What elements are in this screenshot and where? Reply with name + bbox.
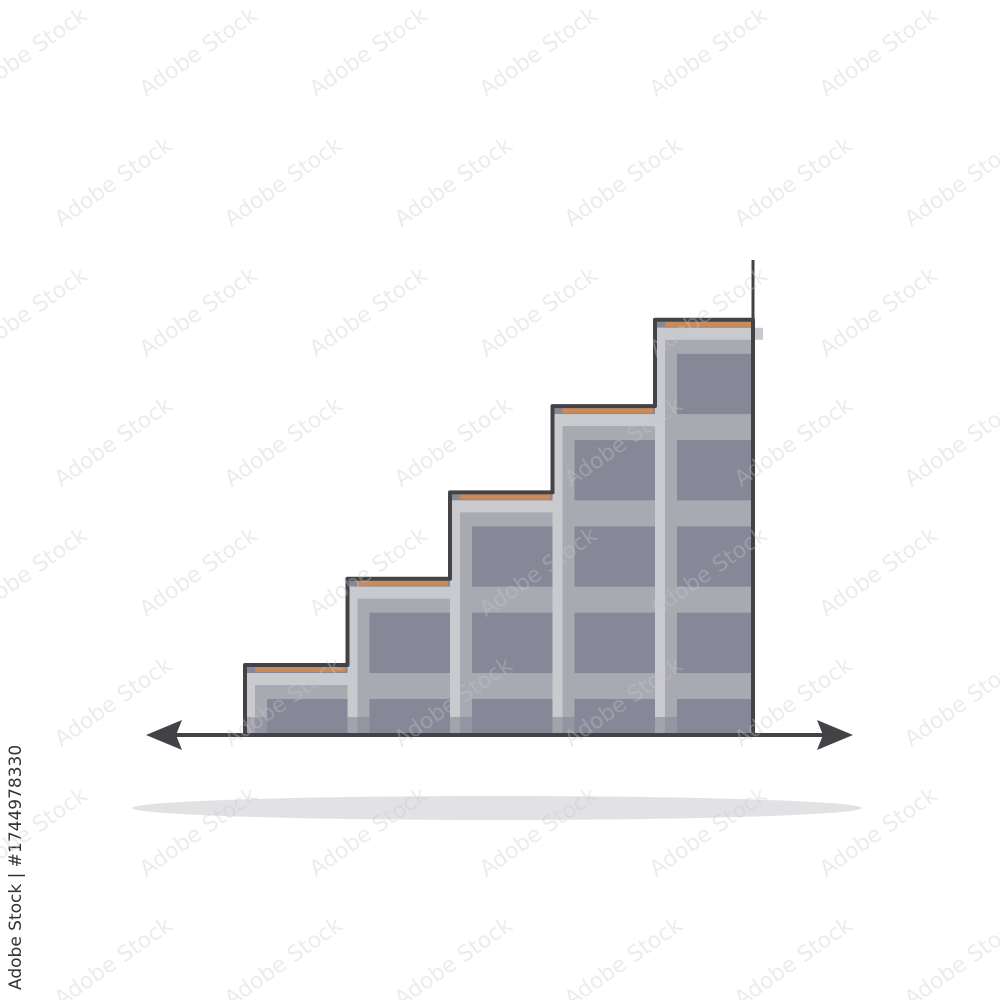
step-highlight [552,414,665,427]
arrow-left-icon [146,720,182,750]
step-side-highlight [245,673,255,735]
watermark-separator: | [6,872,26,879]
step-highlight [245,673,358,685]
watermark-brand: Adobe Stock [6,883,26,990]
step-side-highlight [552,414,563,735]
ground-shadow [132,796,862,820]
base-band [245,717,753,735]
step-highlight [347,586,460,599]
step-highlight [450,500,563,513]
watermark-id: #1744978330 [6,744,26,868]
step-side-highlight [450,500,460,735]
stock-id-watermark: Adobe Stock | #1744978330 [6,745,26,990]
step-side-highlight [655,327,665,735]
step-highlight [655,327,763,340]
arrow-right-icon [817,720,853,750]
step-side-highlight [347,586,358,735]
